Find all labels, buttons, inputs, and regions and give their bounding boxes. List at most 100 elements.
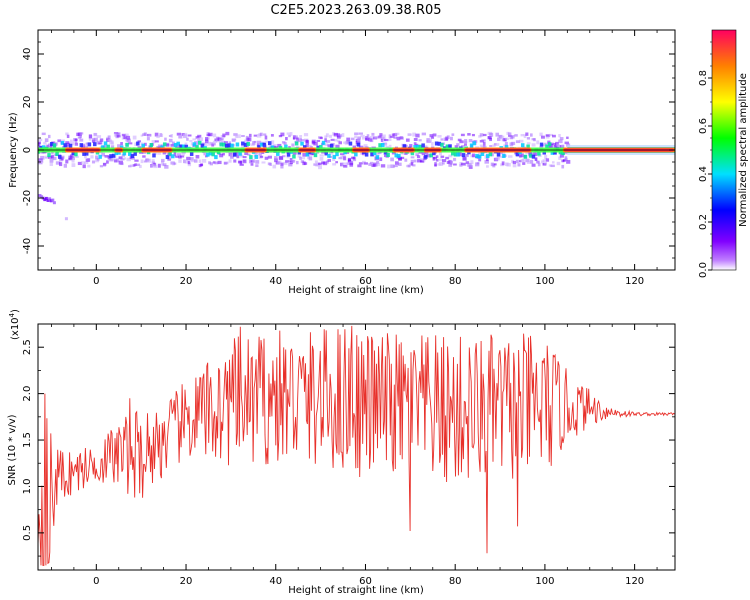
colorbar-axis: 0.0 0.2 0.4 0.6 0.8 (698, 41, 712, 278)
spectrogram-cell (173, 152, 177, 157)
spectrogram-cell (208, 161, 211, 165)
spectrogram-cell (165, 143, 170, 147)
spectrogram-cell (501, 151, 506, 156)
spectrogram-cell (41, 132, 46, 136)
spectrogram-cell (506, 131, 510, 135)
spectrogram-cell (338, 141, 342, 145)
spectrogram-cell (485, 154, 490, 159)
spectrogram-cell (82, 151, 86, 156)
spectrogram-cell (173, 143, 178, 148)
spectrogram-cell (93, 142, 97, 147)
spectrogram-cell (142, 155, 146, 158)
snr-x-tick-label: 100 (535, 576, 554, 587)
spectrogram-cell (44, 155, 49, 159)
spectrogram-cell (475, 153, 479, 158)
spectrogram-cell (87, 142, 92, 147)
spectrogram-cell (101, 152, 106, 157)
spectrogram-cell (445, 156, 450, 160)
spectrogram-cell (247, 137, 252, 142)
spectrogram-cell (63, 145, 69, 150)
spectrogram-cell (525, 132, 529, 136)
spectrogram-cell (453, 163, 457, 166)
spectrogram-cell (176, 141, 180, 146)
spectrogram-cell (318, 162, 322, 166)
spectrogram-cell (462, 162, 467, 166)
spectrogram-cell (297, 150, 302, 155)
spectrogram-cell (558, 156, 562, 160)
spectrogram-cell (522, 162, 526, 165)
spectrogram-cell (170, 143, 175, 147)
spectrogram-cell (515, 152, 520, 157)
spectrogram-cell (413, 137, 418, 141)
spectrogram-cell (291, 143, 295, 147)
spectrogram-cell (47, 134, 51, 139)
spectrogram-cell (206, 152, 210, 157)
spectrogram-cell (107, 135, 111, 140)
spectrogram-cell (410, 156, 415, 159)
spectrogram-cell (98, 141, 103, 145)
spectrogram-cell (478, 151, 482, 156)
spectrogram-cell (233, 133, 238, 136)
spectrogram-cell (230, 143, 234, 148)
spectrogram-cell (80, 161, 86, 165)
spectrogram-cell (164, 137, 167, 141)
colorbar: 0.0 0.2 0.4 0.6 0.8 Normalized spectral ampl… (698, 29, 749, 278)
spectrogram-cell (82, 143, 86, 146)
spectrogram-cell (126, 138, 131, 143)
spectrogram-cell (511, 141, 516, 146)
spectrogram-cell (256, 140, 262, 144)
spectrogram-cell (424, 154, 428, 159)
spectrogram-cell (195, 145, 199, 150)
spectrogram-cell (515, 140, 521, 144)
spectrogram-cell (486, 158, 489, 162)
spectrogram-cell (329, 143, 334, 148)
spectrogram-cell (274, 156, 278, 160)
spectrogram-cell (376, 162, 381, 167)
spectrogram-cell (481, 139, 486, 142)
spectrogram-axes: 0 20 40 60 80 100 120 -40 -20 0 20 40 (22, 29, 675, 287)
spectrogram-cell (132, 135, 137, 140)
spectrogram-cell (187, 134, 192, 137)
spectrogram-cell (128, 142, 133, 145)
spectrogram-cell (378, 143, 382, 148)
spectrogram-cell (431, 136, 435, 139)
spectrogram-cell (537, 151, 541, 156)
spectrogram-cell (198, 159, 202, 163)
spectrogram-cell (438, 158, 443, 162)
spectrogram-cell (66, 145, 71, 148)
spectrogram-cell (562, 151, 568, 155)
spectrogram-cell (40, 159, 44, 163)
spectrogram-y-label: Frequency (Hz) (8, 112, 19, 188)
spectrogram-cell (351, 137, 355, 141)
spectrogram-cell (269, 162, 272, 166)
spectrogram-cell (93, 132, 98, 137)
spectrogram-cell (362, 136, 366, 140)
spectrogram-cell (421, 132, 427, 136)
spectrogram-cell (399, 156, 405, 160)
spectrogram-cell (390, 164, 395, 169)
spectrogram-cell (173, 162, 177, 165)
spectrogram-x-label: Height of straight line (km) (288, 285, 424, 296)
spectrogram-cell (349, 162, 354, 167)
snr-x-tick-label: 60 (359, 576, 372, 587)
spectrogram-cell (376, 153, 380, 157)
spectrogram-cell (434, 164, 437, 167)
spectrogram-cell (382, 134, 386, 138)
spectrogram-cell (40, 155, 45, 160)
spectrogram-cell (148, 134, 152, 137)
spectrogram-cell (469, 143, 474, 148)
snr-series-line (38, 325, 675, 566)
spectrogram-cell (519, 160, 522, 163)
spectrogram-cell (335, 144, 340, 149)
spectrogram-cell (338, 134, 343, 138)
spectrogram-cell (84, 145, 88, 148)
spectrogram-cell (79, 134, 82, 139)
spectrogram-cell (526, 144, 530, 149)
spectrogram-cell (462, 157, 467, 161)
spectrogram-cell (305, 143, 309, 148)
snr-scale-exponent: 4 (8, 312, 16, 317)
spectrogram-cell (547, 142, 552, 147)
spectrogram-cell (370, 152, 374, 157)
snr-scale-label: (x104) (8, 309, 21, 340)
